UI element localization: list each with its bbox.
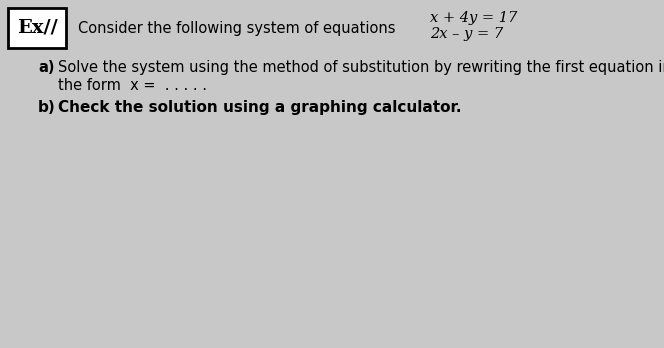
Text: 2x – y = 7: 2x – y = 7 [430, 27, 503, 41]
Text: Check the solution using a graphing calculator.: Check the solution using a graphing calc… [58, 100, 461, 115]
Text: a): a) [38, 60, 54, 75]
Text: x + 4y = 17: x + 4y = 17 [430, 11, 517, 25]
Text: Ex//: Ex// [17, 19, 57, 37]
Text: b): b) [38, 100, 56, 115]
Text: Solve the system using the method of substitution by rewriting the first equatio: Solve the system using the method of sub… [58, 60, 664, 75]
Text: Consider the following system of equations: Consider the following system of equatio… [78, 21, 396, 35]
Text: the form  x =  . . . . .: the form x = . . . . . [58, 78, 207, 93]
FancyBboxPatch shape [8, 8, 66, 48]
